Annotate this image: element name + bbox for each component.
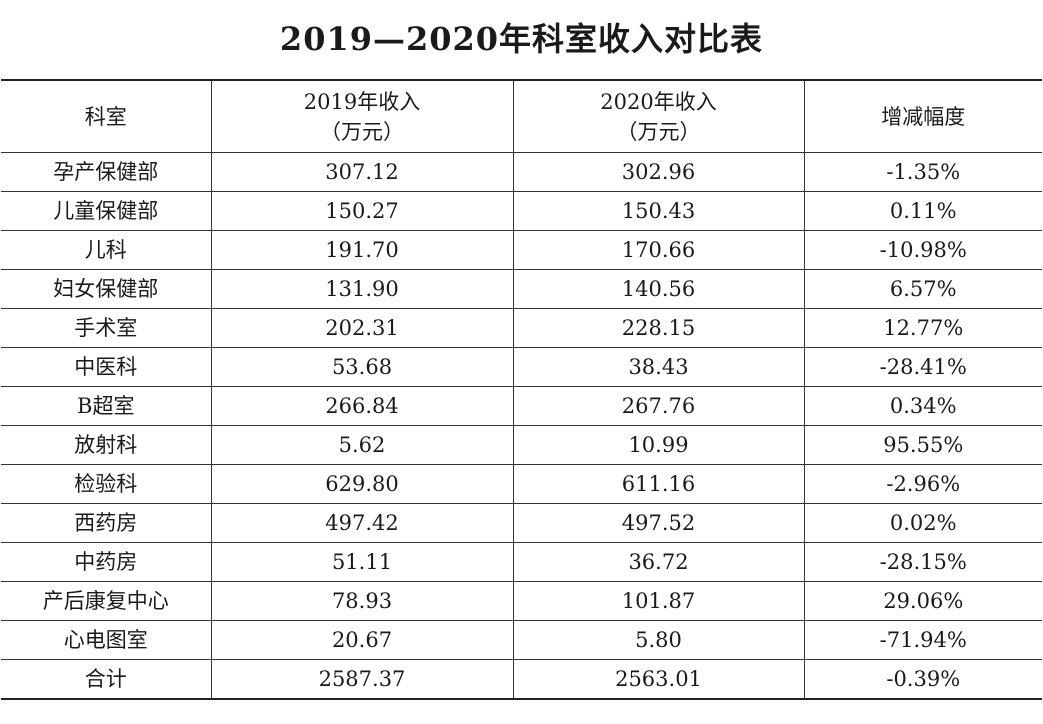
cell-2020-income: 150.43 bbox=[512, 191, 804, 231]
cell-dept: 中医科 bbox=[1, 347, 211, 387]
cell-2020-income: 38.43 bbox=[512, 347, 804, 387]
table-row: 检验科 629.80 611.16 -2.96% bbox=[1, 464, 1042, 504]
cell-2020-income: 140.56 bbox=[512, 269, 804, 309]
cell-dept: 妇女保健部 bbox=[1, 269, 211, 309]
cell-dept: 儿童保健部 bbox=[1, 191, 211, 231]
table-row: 西药房 497.42 497.52 0.02% bbox=[1, 503, 1042, 543]
table-row: B超室 266.84 267.76 0.34% bbox=[1, 386, 1042, 426]
cell-2020-income: 497.52 bbox=[512, 503, 804, 543]
cell-2020-income: 2563.01 bbox=[512, 659, 804, 700]
cell-2020-income: 302.96 bbox=[512, 152, 804, 192]
cell-change: -10.98% bbox=[803, 230, 1042, 270]
cell-2019-income: 202.31 bbox=[210, 308, 513, 348]
cell-2019-income: 2587.37 bbox=[210, 659, 513, 700]
table-row: 中医科 53.68 38.43 -28.41% bbox=[1, 347, 1042, 387]
cell-change: 0.11% bbox=[803, 191, 1042, 231]
cell-2019-income: 5.62 bbox=[210, 425, 513, 465]
cell-dept: 西药房 bbox=[1, 503, 211, 543]
cell-dept: 放射科 bbox=[1, 425, 211, 465]
cell-2019-income: 150.27 bbox=[210, 191, 513, 231]
table-row: 中药房 51.11 36.72 -28.15% bbox=[1, 542, 1042, 582]
cell-2019-income: 307.12 bbox=[210, 152, 513, 192]
cell-dept: 手术室 bbox=[1, 308, 211, 348]
cell-2019-income: 53.68 bbox=[210, 347, 513, 387]
cell-dept: 孕产保健部 bbox=[1, 152, 211, 192]
table-row: 手术室 202.31 228.15 12.77% bbox=[1, 308, 1042, 348]
cell-2019-income: 51.11 bbox=[210, 542, 513, 582]
header-dept: 科室 bbox=[1, 79, 211, 153]
header-2019-income: 2019年收入 （万元） bbox=[210, 79, 513, 153]
table-row: 合计 2587.37 2563.01 -0.39% bbox=[1, 659, 1042, 700]
table-header-row: 科室 2019年收入 （万元） 2020年收入 （万元） 增减幅度 bbox=[1, 79, 1042, 153]
table-row: 妇女保健部 131.90 140.56 6.57% bbox=[1, 269, 1042, 309]
header-change: 增减幅度 bbox=[803, 79, 1042, 153]
cell-2019-income: 131.90 bbox=[210, 269, 513, 309]
cell-2020-income: 5.80 bbox=[512, 620, 804, 660]
cell-change: -1.35% bbox=[803, 152, 1042, 192]
cell-dept: 儿科 bbox=[1, 230, 211, 270]
cell-2020-income: 36.72 bbox=[512, 542, 804, 582]
cell-change: 29.06% bbox=[803, 581, 1042, 621]
header-2019-line1: 2019年收入 bbox=[303, 89, 421, 114]
cell-change: 6.57% bbox=[803, 269, 1042, 309]
header-2020-line1: 2020年收入 bbox=[600, 89, 717, 114]
cell-dept: 心电图室 bbox=[1, 620, 211, 660]
cell-2020-income: 611.16 bbox=[512, 464, 804, 504]
table-row: 心电图室 20.67 5.80 -71.94% bbox=[1, 620, 1042, 660]
cell-change: 12.77% bbox=[803, 308, 1042, 348]
cell-dept: 中药房 bbox=[1, 542, 211, 582]
cell-2019-income: 20.67 bbox=[210, 620, 513, 660]
cell-2019-income: 78.93 bbox=[210, 581, 513, 621]
cell-change: -28.15% bbox=[803, 542, 1042, 582]
cell-change: -71.94% bbox=[803, 620, 1042, 660]
cell-change: 0.34% bbox=[803, 386, 1042, 426]
table-row: 孕产保健部 307.12 302.96 -1.35% bbox=[1, 152, 1042, 192]
cell-change: 95.55% bbox=[803, 425, 1042, 465]
cell-dept: B超室 bbox=[1, 386, 211, 426]
cell-change: 0.02% bbox=[803, 503, 1042, 543]
cell-change: -28.41% bbox=[803, 347, 1042, 387]
cell-2020-income: 228.15 bbox=[512, 308, 804, 348]
page-title: 2019—2020年科室收入对比表 bbox=[279, 20, 764, 58]
table-row: 儿科 191.70 170.66 -10.98% bbox=[1, 230, 1042, 270]
table-row: 产后康复中心 78.93 101.87 29.06% bbox=[1, 581, 1042, 621]
cell-2019-income: 497.42 bbox=[210, 503, 513, 543]
cell-dept: 合计 bbox=[1, 659, 211, 700]
cell-2020-income: 267.76 bbox=[512, 386, 804, 426]
header-2020-income: 2020年收入 （万元） bbox=[512, 79, 804, 153]
table-body: 孕产保健部 307.12 302.96 -1.35% 儿童保健部 150.27 150.43… bbox=[1, 152, 1042, 700]
cell-2020-income: 101.87 bbox=[512, 581, 804, 621]
income-comparison-table: 科室 2019年收入 （万元） 2020年收入 （万元） 增减幅度 孕产保健部 3… bbox=[1, 79, 1042, 700]
cell-2019-income: 266.84 bbox=[210, 386, 513, 426]
cell-2020-income: 10.99 bbox=[512, 425, 804, 465]
table-row: 放射科 5.62 10.99 95.55% bbox=[1, 425, 1042, 465]
cell-2019-income: 629.80 bbox=[210, 464, 513, 504]
cell-dept: 产后康复中心 bbox=[1, 581, 211, 621]
table-row: 儿童保健部 150.27 150.43 0.11% bbox=[1, 191, 1042, 231]
cell-dept: 检验科 bbox=[1, 464, 211, 504]
cell-change: -0.39% bbox=[803, 659, 1042, 700]
header-2020-unit: （万元） bbox=[616, 119, 701, 144]
cell-change: -2.96% bbox=[803, 464, 1042, 504]
cell-2020-income: 170.66 bbox=[512, 230, 804, 270]
cell-2019-income: 191.70 bbox=[210, 230, 513, 270]
header-2019-unit: （万元） bbox=[320, 119, 404, 144]
